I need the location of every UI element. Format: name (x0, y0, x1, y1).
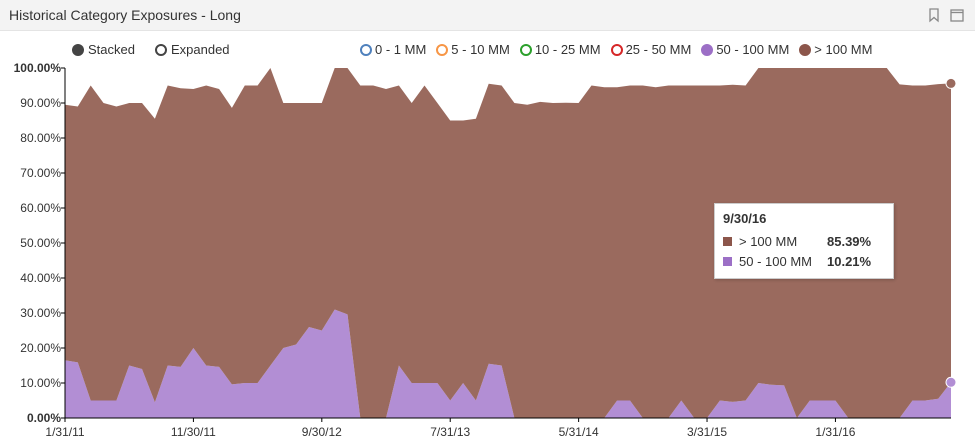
x-tick-label: 5/31/14 (559, 425, 599, 439)
area-series (65, 68, 951, 418)
panel-title: Historical Category Exposures - Long (9, 7, 241, 23)
stacked-radio-icon (72, 43, 84, 56)
expanded-radio-icon (154, 43, 167, 56)
tooltip-label: 50 - 100 MM (739, 253, 812, 269)
legend-label: 5 - 10 MM (451, 42, 510, 57)
legend-item[interactable]: 25 - 50 MM (610, 42, 692, 57)
bookmark-icon[interactable] (927, 7, 941, 23)
legend-label: 0 - 1 MM (375, 42, 427, 57)
tooltip-row: > 100 MM 85.39% (723, 231, 893, 251)
legend-item[interactable]: 50 - 100 MM (701, 42, 789, 57)
chart-tooltip: 9/30/16 > 100 MM 85.39% 50 - 100 MM 10.2… (714, 203, 894, 279)
legend-marker-icon (360, 43, 372, 56)
y-tick-label: 60.00% (20, 201, 61, 215)
y-tick-label: 20.00% (20, 341, 61, 355)
y-tick-label: 90.00% (20, 96, 61, 110)
area-series (65, 309, 951, 418)
panel-header: Historical Category Exposures - Long (0, 0, 975, 31)
legend-item[interactable]: > 100 MM (799, 42, 872, 57)
legend-item[interactable]: 10 - 25 MM (519, 42, 601, 57)
legend-label: 25 - 50 MM (625, 42, 692, 57)
legend-marker-icon (610, 43, 623, 56)
tooltip-value: 85.39% (827, 233, 872, 249)
x-tick-label: 3/31/15 (687, 425, 727, 439)
view-mode-toggle: Stacked Expanded (72, 42, 230, 57)
tooltip-row: 50 - 100 MM 10.21% (723, 251, 893, 271)
legend-item[interactable]: 5 - 10 MM (436, 42, 510, 57)
x-tick-label: 1/31/16 (815, 425, 855, 439)
y-tick-label: 10.00% (20, 376, 61, 390)
legend-marker-icon (701, 43, 714, 56)
legend-label: 10 - 25 MM (534, 42, 601, 57)
maximize-icon[interactable] (949, 7, 965, 23)
tooltip-swatch (723, 256, 732, 266)
y-tick-label: 70.00% (20, 166, 61, 180)
x-tick-label: 7/31/13 (430, 425, 470, 439)
legend-marker-icon (799, 43, 812, 56)
hover-point (945, 77, 957, 89)
hover-point (945, 376, 957, 388)
chart-legend: 0 - 1 MM 5 - 10 MM 10 - 25 MM 25 - 50 MM 50 … (360, 42, 872, 57)
tooltip-swatch (723, 236, 732, 246)
expanded-label: Expanded (170, 42, 230, 57)
legend-label: > 100 MM (814, 42, 873, 57)
legend-marker-icon (436, 43, 449, 56)
x-tick-label: 1/31/11 (45, 425, 84, 439)
tooltip-label: > 100 MM (739, 233, 798, 249)
legend-marker-icon (519, 43, 532, 56)
expanded-toggle[interactable]: Expanded (154, 42, 230, 57)
y-tick-label: 30.00% (20, 306, 61, 320)
y-tick-label: 80.00% (20, 131, 61, 145)
stacked-toggle[interactable]: Stacked (72, 42, 135, 57)
y-tick-label: 0.00% (27, 411, 61, 425)
y-tick-label: 40.00% (20, 271, 61, 285)
x-tick-label: 11/30/11 (171, 425, 216, 439)
tooltip-date: 9/30/16 (723, 211, 767, 226)
legend-label: 50 - 100 MM (716, 42, 790, 57)
y-tick-label: 100.00% (14, 61, 62, 75)
stacked-label: Stacked (88, 42, 135, 57)
tooltip-value: 10.21% (827, 253, 872, 269)
legend-item[interactable]: 0 - 1 MM (360, 42, 426, 57)
y-tick-label: 50.00% (20, 236, 61, 250)
x-tick-label: 9/30/12 (302, 425, 342, 439)
